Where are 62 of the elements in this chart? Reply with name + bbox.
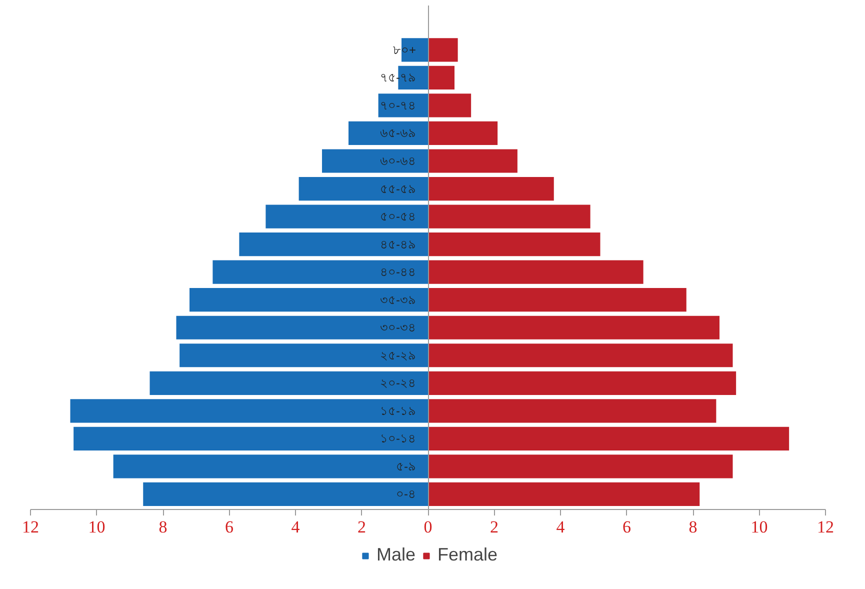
y-tick-label: ৫০-৫৪ (380, 210, 416, 224)
bar (428, 94, 472, 118)
bar (428, 482, 700, 506)
bar (428, 454, 733, 478)
bar (348, 121, 428, 146)
bar (428, 121, 498, 146)
bar (428, 316, 720, 340)
y-tick-label: ১৫-১৯ (380, 404, 416, 418)
x-tick-label: 4 (291, 518, 300, 536)
bar (428, 38, 458, 62)
y-tick-label: ২৫-২৯ (380, 348, 416, 362)
bar (70, 399, 428, 423)
bar (378, 94, 428, 118)
y-tick-label: ৭০-৭৪ (380, 98, 416, 112)
x-tick-label: 8 (158, 518, 168, 536)
x-tick-label: 2 (358, 518, 366, 536)
legend-label: Male (376, 544, 416, 566)
x-tick-label: 6 (225, 518, 234, 536)
x-tick-label: 10 (88, 518, 106, 536)
x-tick-label: 10 (750, 518, 768, 536)
x-tick-label: 8 (688, 518, 698, 536)
bar (180, 344, 428, 368)
y-tick-label: ৫-৯ (396, 459, 416, 474)
bar (190, 288, 428, 312)
bar (428, 66, 454, 90)
bar (428, 399, 716, 423)
y-tick-label: ২০-২৪ (380, 376, 416, 390)
bar (428, 371, 736, 395)
y-tick-label: ৪৫-৪৯ (380, 237, 416, 252)
bar (428, 260, 644, 284)
y-tick-label: ৫৫-৫৯ (380, 182, 416, 196)
y-tick-label: ৩৫-৩৯ (380, 292, 416, 307)
x-tick-label: 4 (556, 518, 566, 536)
bar (428, 426, 790, 450)
bar (428, 176, 554, 201)
bar (113, 454, 428, 478)
y-tick-label: ১০-১৪ (380, 432, 416, 446)
bar (428, 149, 518, 173)
bar (428, 344, 733, 368)
y-tick-label: ৬৫-৬৯ (380, 126, 416, 140)
y-tick-label: ৩০-৩৪ (380, 320, 416, 335)
bar (74, 426, 428, 450)
y-tick-label: ৪০-৪৪ (380, 265, 416, 280)
bar (150, 371, 428, 395)
bar (428, 232, 600, 256)
bar (239, 232, 428, 256)
bar (176, 316, 428, 340)
x-tick-label: 0 (424, 518, 432, 536)
bar (428, 204, 590, 228)
bar (143, 482, 428, 506)
bar (298, 176, 428, 201)
bar (212, 260, 428, 284)
y-tick-label: ০-৪ (396, 487, 416, 502)
x-tick-label: 2 (490, 518, 498, 536)
y-tick-label: ৬০-৬৪ (380, 154, 416, 168)
legend-label: Female (437, 544, 498, 566)
bar (322, 149, 428, 173)
x-tick-label: 6 (622, 518, 631, 536)
bar (266, 204, 428, 228)
bar (428, 288, 686, 312)
x-tick-label: 12 (22, 518, 39, 536)
x-tick-label: 12 (817, 518, 834, 536)
